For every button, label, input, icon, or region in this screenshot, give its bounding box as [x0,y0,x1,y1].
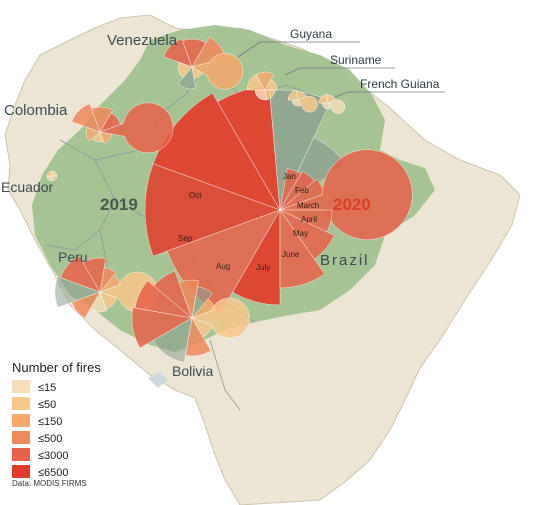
french-guiana-rose-wedge [327,99,346,114]
peru-rose-wedge [82,257,107,293]
legend-title: Number of fires [12,360,101,375]
venezuela-rose-wedge [163,38,193,68]
french-guiana-rose-wedge [318,93,329,104]
source-note: Data: MODIS FIRMS [12,479,87,488]
main-rose-wedge [144,163,281,257]
suriname-rose-wedge [287,89,299,101]
month-label-oct: Oct [189,191,202,200]
legend-items: ≤15 ≤50 ≤150 ≤500 ≤3000 ≤6500 [12,380,69,479]
colombia-rose-wedge [99,131,113,144]
ecuador-fire-rose [46,170,58,182]
venezuela-rose-wedge [177,66,197,90]
ecuador-rose-wedge [51,170,58,177]
colombia-fire-rose [71,102,174,153]
colombia-rose-wedge [85,126,101,142]
legend-label: ≤3000 [38,450,69,462]
french-guiana-rose-wedge [321,102,332,110]
month-label-feb: Feb [295,186,309,195]
guyana-rose-wedge [254,89,267,101]
month-labels: Oct Sep Aug Jan Feb March April May June… [178,172,319,272]
guyana-rose-wedge [255,71,275,91]
month-label-may: May [293,229,308,238]
leader-line [237,41,360,58]
legend-swatch [12,448,30,461]
suriname-fire-rose [287,89,318,113]
legend-label: ≤6500 [38,467,69,479]
bolivia-rose-wedge [131,307,193,349]
bolivia-rose-wedge [152,317,193,363]
colombia-rose-wedge [71,103,101,133]
bolivia-rose-wedge [134,280,193,319]
leader-line [334,91,445,98]
legend-swatch [12,397,30,410]
lake-titicaca [148,372,168,388]
legend-label: ≤50 [38,399,56,411]
country-label-colombia: Colombia [4,102,68,119]
legend-label: ≤15 [38,382,56,394]
legend-swatch [12,380,30,393]
bolivia-rose-wedge [153,270,193,319]
bolivia-rose-wedge [191,286,213,319]
main-rose-wedge [279,149,413,240]
month-label-july: July [256,263,270,272]
peru-rose-wedge [99,267,117,293]
leader-line [284,67,395,76]
legend-label: ≤150 [38,416,62,428]
month-label-april: April [301,215,317,224]
month-label-march: March [297,201,319,210]
country-label-venezuela: Venezuela [107,32,178,49]
bolivia-rose-wedge [178,279,199,319]
suriname-rose-wedge [297,96,318,113]
guyana-rose-wedge [264,79,278,91]
bolivia-rose-wedge [191,297,250,339]
peru-rose-wedge [54,276,101,308]
main-fire-rose [144,85,413,315]
month-label-jan: Jan [283,172,296,181]
legend-swatch [12,414,30,427]
peru-rose-wedge [60,255,101,293]
peru-rose-wedge [71,291,101,319]
suriname-rose-wedge [291,99,302,107]
country-label-brazil: Brazil [320,252,370,269]
bolivia-fire-rose [131,270,250,363]
venezuela-rose-wedge [177,61,193,78]
legend: Number of fires ≤15 ≤50 ≤150 ≤500 ≤3000 ≤6500… [12,360,101,488]
colombia-rose-wedge [91,106,113,133]
year-label-2019: 2019 [100,195,138,214]
callout-label-french-guiana: French Guiana [360,77,440,91]
country-label-bolivia: Bolivia [172,363,213,379]
callout-label-guyana: Guyana [290,27,332,41]
callout-guyana: Guyana [237,27,360,58]
french-guiana-fire-rose [318,93,346,114]
country-label-ecuador: Ecuador [1,179,53,195]
callout-suriname: Suriname [284,53,395,76]
legend-swatch [12,465,30,478]
month-label-june: June [282,250,300,259]
year-label-2020: 2020 [333,195,371,214]
callout-french-guiana: French Guiana [334,77,445,98]
month-label-sep: Sep [178,234,193,243]
legend-label: ≤500 [38,433,62,445]
guyana-fire-rose [246,71,278,101]
country-label-peru: Peru [58,249,88,265]
venezuela-fire-rose [163,36,244,90]
callout-label-suriname: Suriname [330,53,382,67]
main-rose-wedge [279,209,325,289]
legend-swatch [12,431,30,444]
colombia-rose-wedge [99,102,174,153]
main-rose-wedge [152,92,281,211]
venezuela-rose-wedge [191,53,244,90]
month-label-aug: Aug [216,262,230,271]
